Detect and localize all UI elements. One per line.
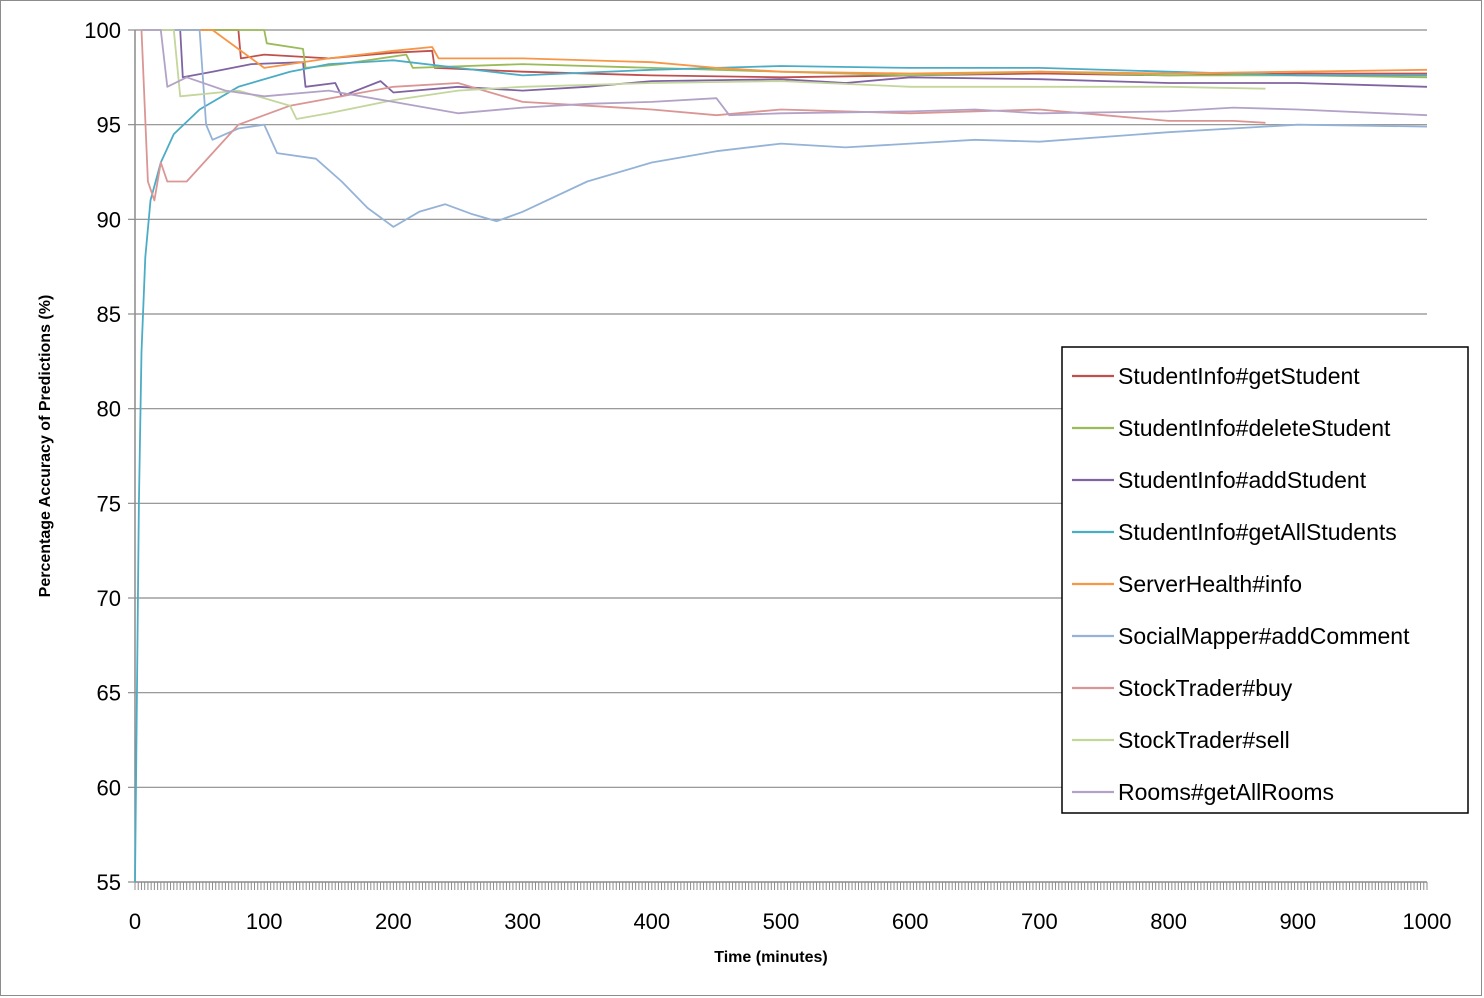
tick-labels: 100 95 90 85 80 75 70 65 60 55 0 100 200 300 400 500 600… <box>84 18 1451 934</box>
x-tick-label: 600 <box>892 909 929 934</box>
series-line-6 <box>140 29 1266 202</box>
series-line-8 <box>141 29 1428 117</box>
series-lines <box>134 29 1428 883</box>
legend-label-0: StudentInfo#getStudent <box>1118 363 1360 389</box>
y-axis-title: Percentage Accuracy of Predictions (%) <box>37 295 54 598</box>
legend-label-6: StockTrader#buy <box>1118 675 1293 701</box>
y-tick-label: 60 <box>97 775 121 800</box>
x-minor-ticks <box>134 882 1428 890</box>
y-tick-label: 65 <box>97 681 121 706</box>
series-line-3 <box>134 59 1427 883</box>
x-tick-label: 100 <box>246 909 283 934</box>
legend-label-2: StudentInfo#addStudent <box>1118 467 1367 493</box>
series-line-7 <box>141 29 1266 120</box>
legend-label-3: StudentInfo#getAllStudents <box>1118 519 1397 545</box>
x-tick-label: 0 <box>129 909 141 934</box>
y-tick-label: 95 <box>97 113 121 138</box>
series-line-4 <box>141 29 1428 75</box>
legend-label-5: SocialMapper#addComment <box>1118 623 1410 649</box>
legend-label-8: Rooms#getAllRooms <box>1118 779 1334 805</box>
x-tick-label: 1000 <box>1403 909 1452 934</box>
y-tick-label: 55 <box>97 870 121 895</box>
legend-box <box>1061 346 1469 814</box>
series-line-1 <box>141 29 1428 79</box>
x-tick-label: 300 <box>504 909 541 934</box>
series-line-5 <box>141 29 1428 228</box>
x-tick-label: 900 <box>1279 909 1316 934</box>
x-tick-label: 200 <box>375 909 412 934</box>
x-tick-label: 500 <box>763 909 800 934</box>
y-tick-label: 90 <box>97 207 121 232</box>
legend-label-7: StockTrader#sell <box>1118 727 1290 753</box>
series-line-0 <box>141 29 1427 79</box>
x-axis-title: Time (minutes) <box>714 949 828 966</box>
x-tick-label: 800 <box>1150 909 1187 934</box>
axes <box>128 29 1428 890</box>
x-tick-label: 400 <box>633 909 670 934</box>
legend-label-1: StudentInfo#deleteStudent <box>1118 415 1391 441</box>
series-line-2 <box>141 29 1428 98</box>
y-tick-label: 85 <box>97 302 121 327</box>
y-tick-label: 75 <box>97 491 121 516</box>
y-tick-label: 80 <box>97 397 121 422</box>
legend: StudentInfo#getStudent StudentInfo#delete… <box>1061 346 1469 814</box>
y-tick-label: 70 <box>97 586 121 611</box>
x-tick-label: 700 <box>1021 909 1058 934</box>
y-tick-label: 100 <box>84 18 121 43</box>
legend-label-4: ServerHealth#info <box>1118 571 1302 597</box>
